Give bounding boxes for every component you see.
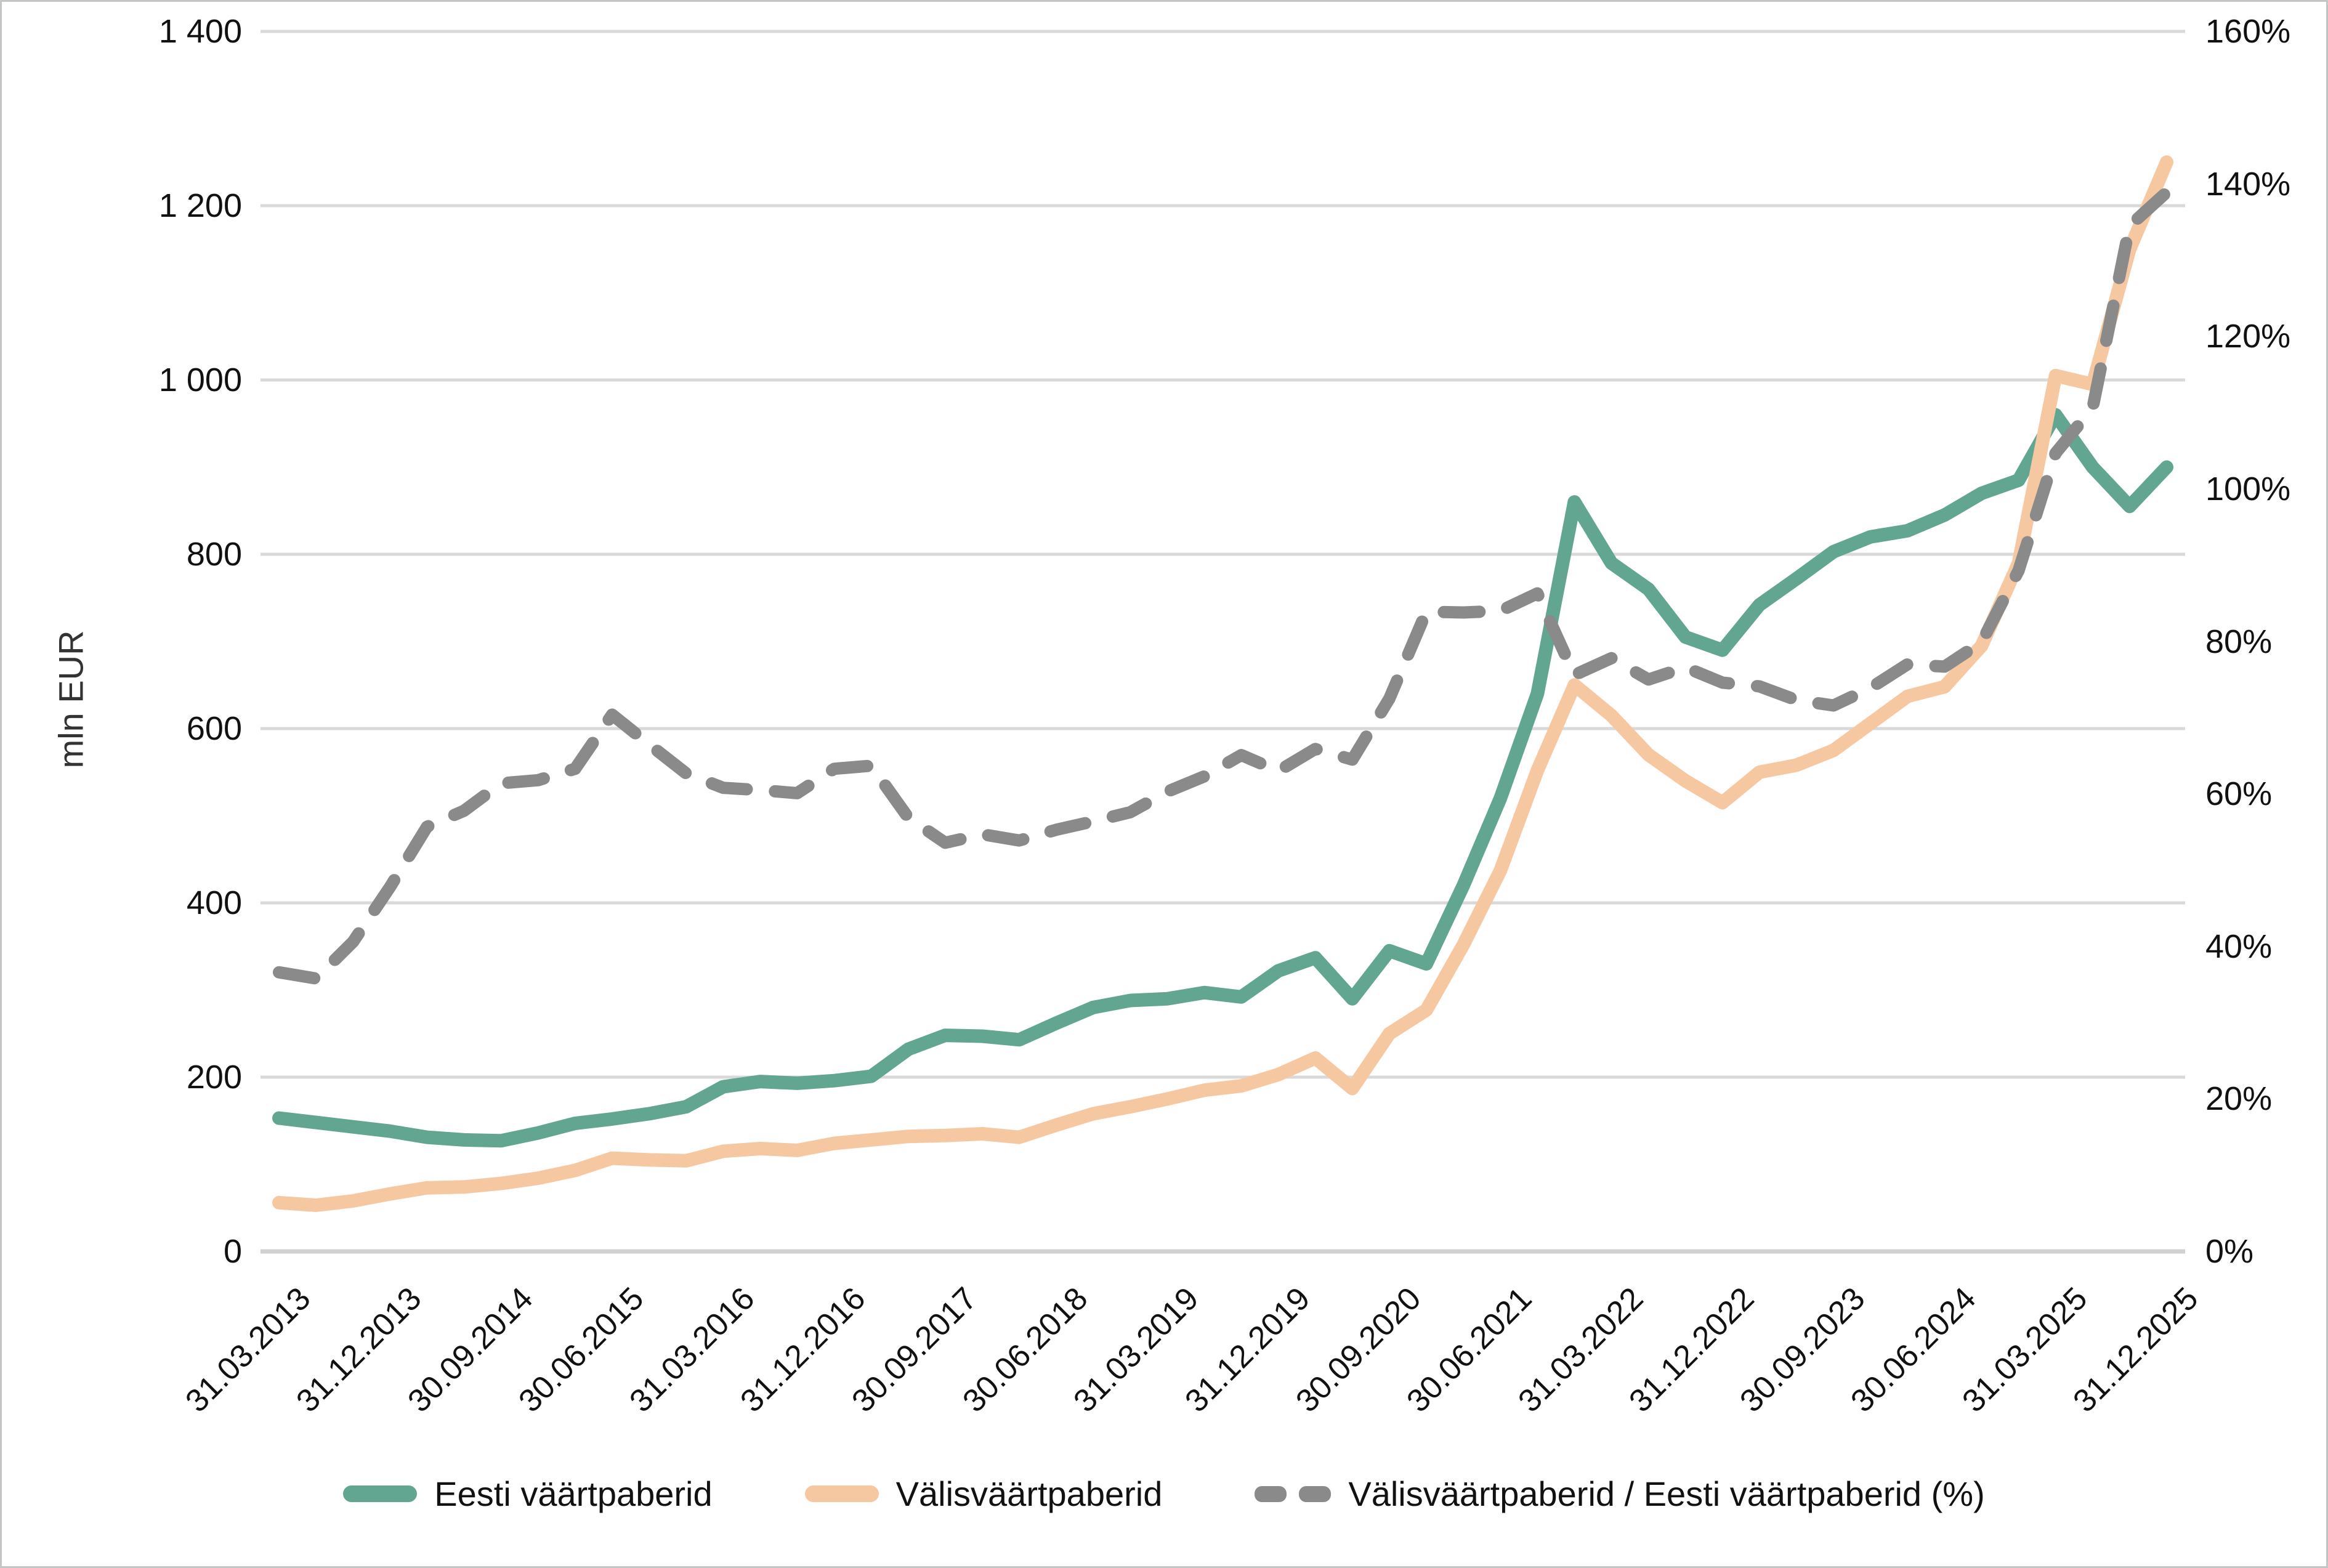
series-line-1 [272,155,2173,1212]
right-axis-tick: 140% [2205,165,2291,203]
legend-swatch-dashed-gray [1255,1485,1332,1502]
right-axis-tick: 0% [2205,1233,2254,1270]
legend-label: Eesti väärtpaberid [434,1474,713,1513]
legend-item-eesti: Eesti väärtpaberid [343,1474,713,1514]
left-axis-tick: 400 [186,884,242,921]
right-axis-tick: 120% [2205,318,2291,355]
dash-segment [1255,1485,1287,1502]
right-axis-tick: 60% [2205,775,2273,813]
left-axis-tick: 200 [186,1059,242,1096]
left-axis-tick: 1 200 [158,187,242,224]
legend-label: Välisväärtpaberid [895,1474,1163,1513]
left-axis-tick: 800 [186,536,242,573]
dash-segment [1299,1485,1332,1502]
left-axis-tick: 1 400 [158,13,242,50]
right-axis-tick: 100% [2205,470,2291,507]
right-axis-tick: 40% [2205,927,2273,965]
legend-swatch-solid-peach [804,1485,879,1502]
right-axis-tick: 20% [2205,1080,2273,1118]
left-axis-tick: 600 [186,710,242,747]
series-line-0 [272,408,2173,1148]
y-axis-title: mln EUR [51,630,91,769]
left-axis-tick: 0 [223,1233,242,1270]
legend-swatch-solid-green [343,1485,418,1502]
right-axis-tick: 80% [2205,623,2273,660]
right-axis-tick: 160% [2205,13,2291,50]
legend-item-ratio: Välisväärtpaberid / Eesti väärtpaberid (… [1255,1474,1985,1514]
series-line-2 [273,186,2173,985]
legend-item-valis: Välisväärtpaberid [804,1474,1163,1514]
left-axis-tick: 1 000 [158,362,242,398]
legend-label: Välisväärtpaberid / Eesti väärtpaberid (… [1348,1474,1985,1513]
legend: Eesti väärtpaberid Välisväärtpaberid Väl… [2,1474,2326,1514]
